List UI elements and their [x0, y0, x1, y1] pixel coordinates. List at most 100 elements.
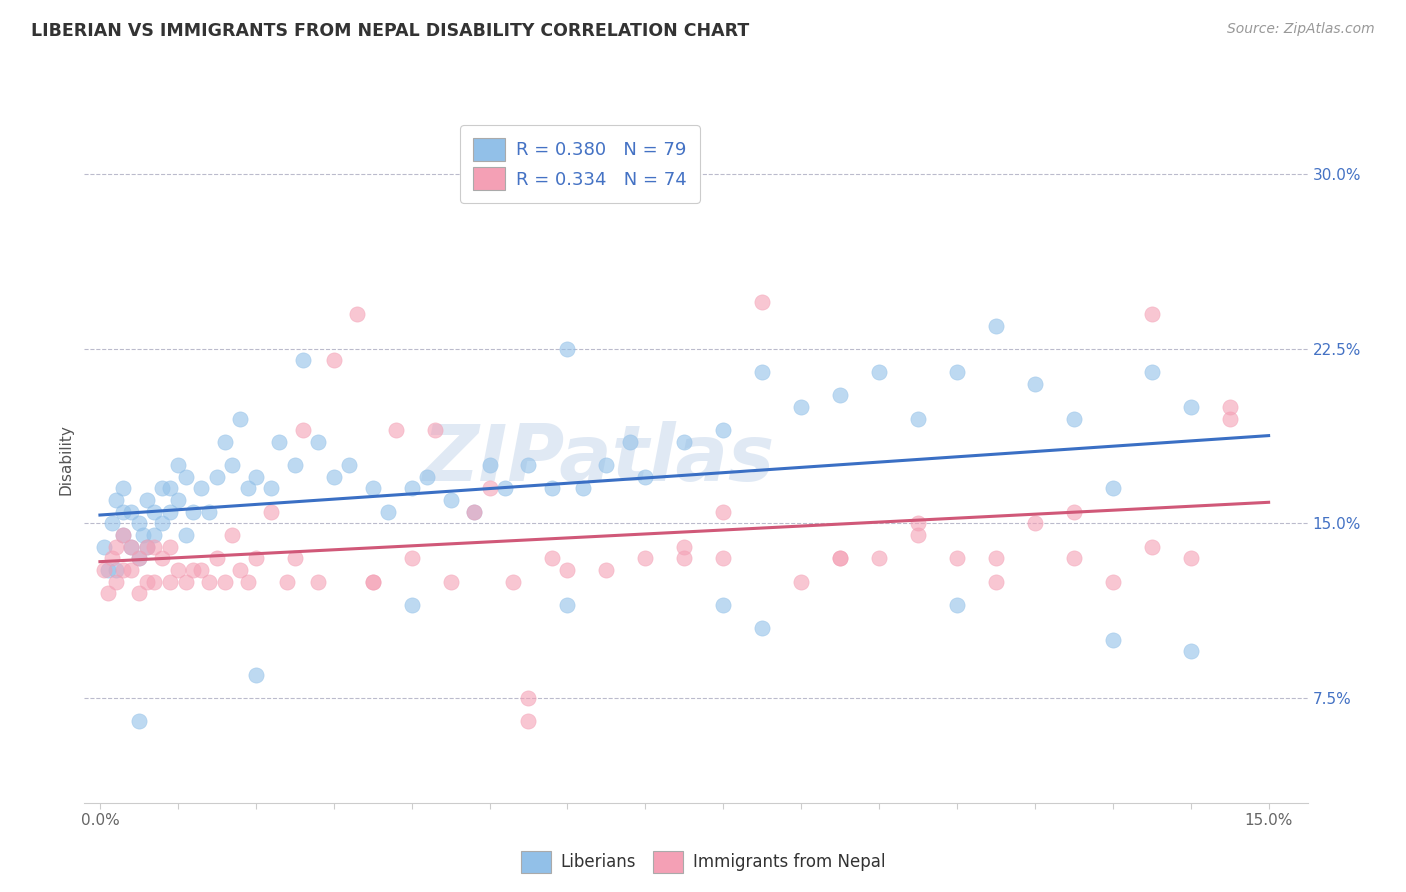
Point: [557, 598, 579, 612]
Point: [830, 551, 852, 566]
Point: [221, 458, 243, 473]
Point: [517, 458, 540, 473]
Point: [236, 574, 259, 589]
Point: [517, 714, 540, 729]
Legend: Liberians, Immigrants from Nepal: Liberians, Immigrants from Nepal: [515, 845, 891, 880]
Point: [401, 551, 423, 566]
Point: [100, 551, 122, 566]
Point: [673, 540, 696, 554]
Point: [128, 714, 150, 729]
Point: [401, 482, 423, 496]
Point: [284, 551, 307, 566]
Point: [128, 551, 150, 566]
Point: [260, 505, 283, 519]
Point: [150, 551, 173, 566]
Point: [97, 563, 120, 577]
Point: [1024, 516, 1046, 531]
Point: [159, 574, 181, 589]
Point: [711, 423, 734, 437]
Text: ZIPatlas: ZIPatlas: [422, 421, 775, 498]
Point: [634, 470, 657, 484]
Point: [416, 470, 439, 484]
Point: [159, 505, 181, 519]
Point: [907, 411, 929, 425]
Point: [120, 540, 142, 554]
Point: [619, 434, 641, 449]
Point: [93, 540, 115, 554]
Point: [198, 505, 221, 519]
Point: [120, 505, 142, 519]
Point: [112, 563, 135, 577]
Point: [401, 598, 423, 612]
Point: [1063, 505, 1085, 519]
Point: [1180, 644, 1202, 658]
Point: [97, 586, 120, 600]
Point: [790, 574, 813, 589]
Point: [1024, 376, 1046, 391]
Point: [174, 528, 197, 542]
Point: [595, 458, 617, 473]
Text: LIBERIAN VS IMMIGRANTS FROM NEPAL DISABILITY CORRELATION CHART: LIBERIAN VS IMMIGRANTS FROM NEPAL DISABI…: [31, 22, 749, 40]
Point: [229, 563, 252, 577]
Point: [135, 493, 157, 508]
Point: [112, 505, 135, 519]
Point: [673, 434, 696, 449]
Point: [291, 423, 314, 437]
Point: [946, 365, 969, 379]
Point: [143, 505, 166, 519]
Point: [205, 551, 228, 566]
Point: [100, 516, 122, 531]
Point: [159, 482, 181, 496]
Point: [245, 667, 267, 681]
Point: [423, 423, 446, 437]
Point: [276, 574, 298, 589]
Point: [790, 400, 813, 414]
Point: [284, 458, 307, 473]
Point: [307, 574, 329, 589]
Point: [322, 353, 344, 368]
Point: [502, 574, 524, 589]
Point: [150, 482, 173, 496]
Point: [463, 505, 485, 519]
Point: [205, 470, 228, 484]
Point: [190, 563, 212, 577]
Point: [120, 540, 142, 554]
Point: [245, 551, 267, 566]
Point: [150, 516, 173, 531]
Point: [112, 528, 135, 542]
Text: Source: ZipAtlas.com: Source: ZipAtlas.com: [1227, 22, 1375, 37]
Point: [984, 551, 1007, 566]
Point: [260, 482, 283, 496]
Point: [1140, 540, 1163, 554]
Point: [190, 482, 212, 496]
Point: [830, 388, 852, 402]
Point: [120, 563, 142, 577]
Point: [245, 470, 267, 484]
Point: [946, 598, 969, 612]
Point: [346, 307, 368, 321]
Point: [540, 482, 562, 496]
Point: [214, 434, 236, 449]
Point: [143, 574, 166, 589]
Point: [269, 434, 291, 449]
Point: [183, 505, 205, 519]
Point: [1101, 482, 1123, 496]
Point: [1101, 574, 1123, 589]
Point: [307, 434, 329, 449]
Point: [478, 458, 501, 473]
Point: [711, 598, 734, 612]
Point: [166, 563, 188, 577]
Point: [135, 540, 157, 554]
Point: [229, 411, 252, 425]
Y-axis label: Disability: Disability: [58, 424, 73, 495]
Point: [494, 482, 516, 496]
Point: [361, 574, 384, 589]
Point: [1063, 551, 1085, 566]
Point: [128, 516, 150, 531]
Point: [439, 574, 461, 589]
Point: [557, 563, 579, 577]
Point: [104, 574, 127, 589]
Point: [751, 621, 773, 635]
Point: [174, 574, 197, 589]
Point: [517, 691, 540, 706]
